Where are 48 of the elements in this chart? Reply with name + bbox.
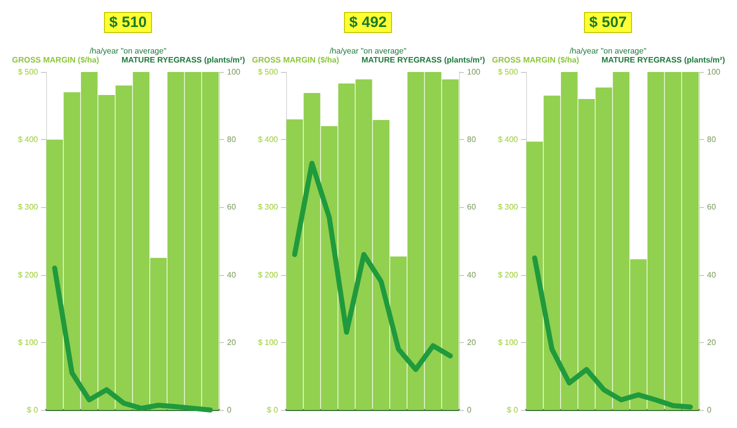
y-tick-label: $ 0 <box>266 406 279 414</box>
y2-tick-label: 0 <box>227 406 232 414</box>
y-tick-label: $ 500 <box>18 68 39 76</box>
chart-subtitle: /ha/year "on average" <box>570 46 647 56</box>
y-axis-title: GROSS MARGIN ($/ha) <box>252 56 340 64</box>
y2-tick-label: 100 <box>467 68 481 76</box>
y2-tick-label: 20 <box>227 338 236 347</box>
y2-tick-label: 60 <box>707 202 716 212</box>
y-tick-label: $ 200 <box>258 270 279 280</box>
y-tick-label: $ 300 <box>258 202 279 212</box>
chart-subtitle: /ha/year "on average" <box>330 46 407 56</box>
y2-tick-label: 0 <box>707 406 712 414</box>
y-tick-label: $ 500 <box>498 68 519 76</box>
chart-title: $ 492 <box>349 14 387 31</box>
chart-subtitle: /ha/year "on average" <box>90 46 167 56</box>
y-tick-label: $ 400 <box>498 135 519 144</box>
y-tick-label: $ 400 <box>258 135 279 144</box>
y2-tick-label: 40 <box>227 270 236 280</box>
y2-tick-label: 60 <box>467 202 476 212</box>
y-axis-title: GROSS MARGIN ($/ha) <box>492 56 580 64</box>
y-axis-title: GROSS MARGIN ($/ha) <box>12 56 100 64</box>
y2-axis-title: MATURE RYEGRASS (plants/m²) <box>601 56 726 64</box>
y-tick-label: $ 100 <box>18 338 39 347</box>
y2-tick-label: 40 <box>707 270 716 280</box>
chart-title: $ 507 <box>589 14 627 31</box>
y-tick-label: $ 400 <box>18 135 39 144</box>
y-tick-label: $ 500 <box>258 68 279 76</box>
y2-tick-label: 80 <box>227 135 236 144</box>
y2-tick-label: 0 <box>467 406 472 414</box>
y2-tick-label: 80 <box>707 135 716 144</box>
y2-axis-title: MATURE RYEGRASS (plants/m²) <box>361 56 486 64</box>
y2-tick-label: 100 <box>707 68 721 76</box>
y-tick-label: $ 200 <box>18 270 39 280</box>
y2-tick-label: 100 <box>227 68 241 76</box>
y-tick-label: $ 0 <box>506 406 519 414</box>
y2-tick-label: 40 <box>467 270 476 280</box>
y2-tick-label: 60 <box>227 202 236 212</box>
y2-tick-label: 20 <box>467 338 476 347</box>
y2-axis-title: MATURE RYEGRASS (plants/m²) <box>121 56 246 64</box>
chart-title: $ 510 <box>109 14 147 31</box>
y-tick-label: $ 200 <box>498 270 519 280</box>
y-tick-label: $ 300 <box>498 202 519 212</box>
y-tick-label: $ 300 <box>18 202 39 212</box>
y-tick-label: $ 100 <box>498 338 519 347</box>
y-tick-label: $ 0 <box>26 406 39 414</box>
y2-tick-label: 80 <box>467 135 476 144</box>
y2-tick-label: 20 <box>707 338 716 347</box>
y-tick-label: $ 100 <box>258 338 279 347</box>
